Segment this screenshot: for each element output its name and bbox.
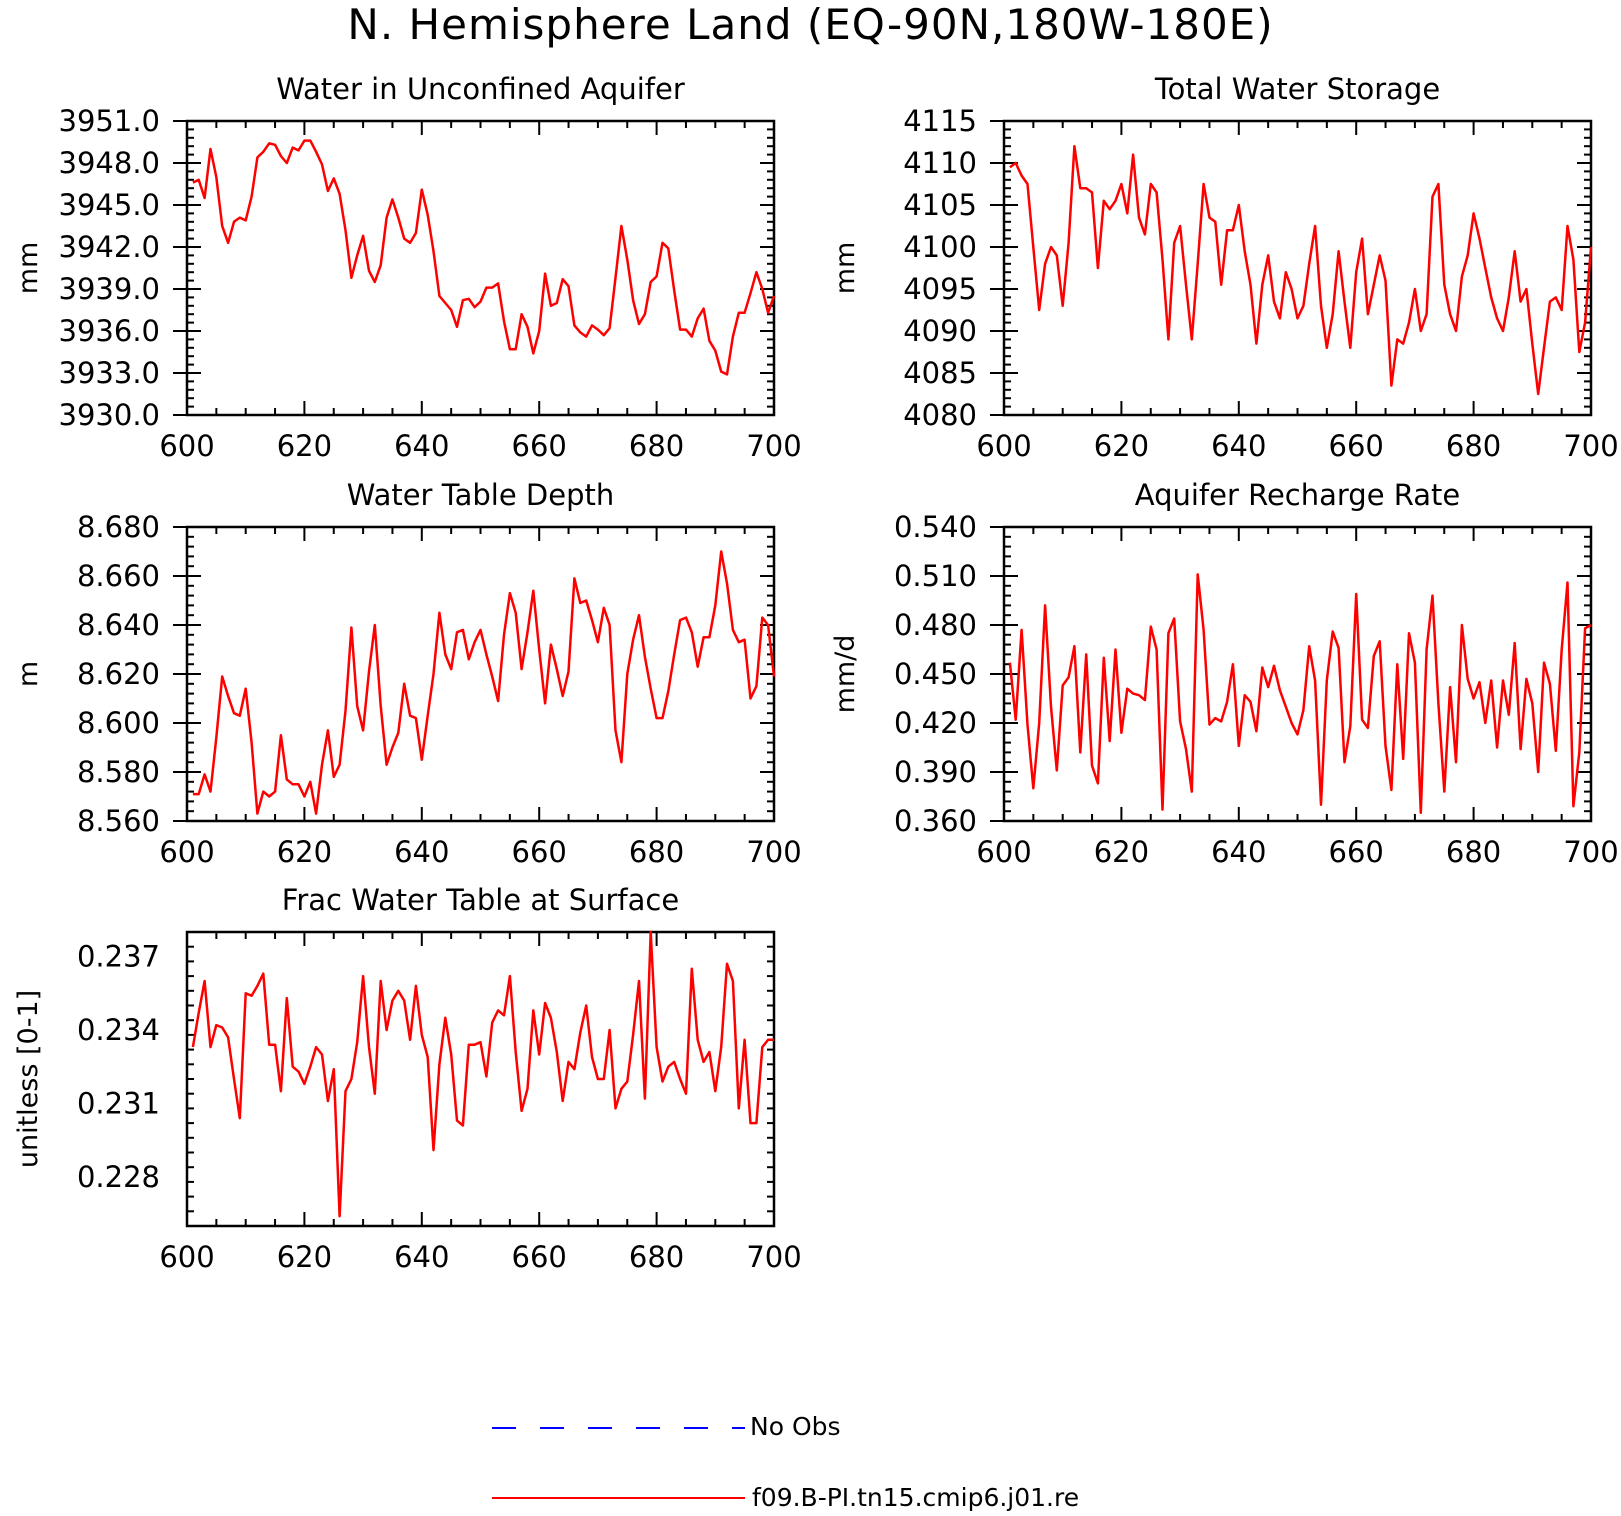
y-axis-label: mm/d <box>830 635 861 714</box>
series-line <box>192 550 776 815</box>
series-line <box>191 930 774 1218</box>
x-tick-label: 640 <box>1211 835 1266 869</box>
x-tick-label: 600 <box>159 1240 214 1274</box>
y-tick-label: 0.480 <box>894 608 977 642</box>
figure-title: N. Hemisphere Land (EQ-90N,180W-180E) <box>347 0 1274 49</box>
x-tick-label: 700 <box>746 1240 801 1274</box>
y-tick-label: 8.640 <box>77 608 160 642</box>
panel-title: Aquifer Recharge Rate <box>1135 478 1461 512</box>
y-tick-label: 4085 <box>903 356 977 390</box>
panel-3: Water Table Depth m 600 620 640 660 680 700 8.56… <box>13 478 802 869</box>
series-line <box>1008 573 1592 815</box>
y-tick-label: 8.620 <box>77 657 160 691</box>
x-tick-label: 640 <box>1211 429 1266 463</box>
y-tick-label: 3939.0 <box>59 272 160 306</box>
y-tick-label: 0.231 <box>77 1087 160 1121</box>
y-tick-label: 0.234 <box>77 1013 160 1047</box>
y-tick-label: 3930.0 <box>59 398 160 432</box>
plot-frame <box>1002 525 1593 823</box>
series-line <box>1009 144 1593 396</box>
panel-5: Frac Water Table at Surface unitless [0-1… <box>13 883 802 1274</box>
y-tick-label: 0.390 <box>894 755 977 789</box>
y-tick-label: 8.600 <box>77 706 160 740</box>
y-tick-label: 3942.0 <box>59 230 160 264</box>
y-tick-label: 4090 <box>903 314 977 348</box>
y-tick-label: 3933.0 <box>59 356 160 390</box>
x-tick-label: 680 <box>629 835 684 869</box>
y-tick-label: 3948.0 <box>59 146 160 180</box>
y-tick-label: 4105 <box>903 188 977 222</box>
y-tick-label: 4100 <box>903 230 977 264</box>
y-tick-label: 3936.0 <box>59 314 160 348</box>
y-tick-label: 0.450 <box>894 657 977 691</box>
x-tick-label: 640 <box>394 429 449 463</box>
y-tick-label: 0.420 <box>894 706 977 740</box>
x-tick-label: 620 <box>277 835 332 869</box>
legend-label-model: f09.B-PI.tn15.cmip6.j01.re <box>752 1483 1080 1512</box>
y-tick-label: 4080 <box>903 398 977 432</box>
legend-label-no-obs: No Obs <box>750 1412 841 1441</box>
x-tick-label: 700 <box>746 429 801 463</box>
y-axis-label: unitless [0-1] <box>13 990 44 1168</box>
x-tick-label: 600 <box>159 835 214 869</box>
x-tick-label: 600 <box>976 429 1031 463</box>
x-tick-label: 660 <box>512 1240 567 1274</box>
x-tick-label: 620 <box>1094 429 1149 463</box>
x-tick-label: 620 <box>277 429 332 463</box>
y-tick-label: 8.680 <box>77 510 160 544</box>
plot-frame <box>185 525 776 823</box>
y-tick-label: 3945.0 <box>59 188 160 222</box>
x-tick-label: 660 <box>1329 835 1384 869</box>
x-tick-label: 680 <box>629 1240 684 1274</box>
panel-title: Frac Water Table at Surface <box>282 883 679 917</box>
y-tick-label: 3951.0 <box>59 104 160 138</box>
panel-1: Water in Unconfined Aquifer mm 600 620 640 66… <box>13 72 802 463</box>
x-tick-label: 660 <box>512 429 567 463</box>
y-tick-label: 4115 <box>903 104 977 138</box>
panel-2: Total Water Storage mm 600 620 640 660 680 700 4… <box>830 72 1619 463</box>
x-tick-label: 640 <box>394 835 449 869</box>
y-tick-label: 8.580 <box>77 755 160 789</box>
x-tick-label: 620 <box>1094 835 1149 869</box>
x-tick-label: 700 <box>746 835 801 869</box>
plot-frame <box>1002 119 1593 417</box>
y-tick-label: 0.510 <box>894 559 977 593</box>
y-tick-label: 4095 <box>903 272 977 306</box>
x-tick-label: 660 <box>1329 429 1384 463</box>
x-tick-label: 600 <box>159 429 214 463</box>
y-tick-label: 0.360 <box>894 804 977 838</box>
y-axis-label: m <box>13 661 44 687</box>
x-tick-label: 680 <box>1446 429 1501 463</box>
x-tick-label: 600 <box>976 835 1031 869</box>
y-tick-label: 0.540 <box>894 510 977 544</box>
series-line <box>192 139 776 376</box>
plot-frame <box>185 119 776 417</box>
y-tick-label: 0.237 <box>77 940 160 974</box>
y-tick-label: 8.560 <box>77 804 160 838</box>
x-tick-label: 660 <box>512 835 567 869</box>
x-tick-label: 700 <box>1563 835 1618 869</box>
x-tick-label: 680 <box>629 429 684 463</box>
x-tick-label: 680 <box>1446 835 1501 869</box>
y-tick-label: 8.660 <box>77 559 160 593</box>
x-tick-label: 640 <box>394 1240 449 1274</box>
panel-title: Total Water Storage <box>1154 72 1440 106</box>
x-tick-label: 620 <box>277 1240 332 1274</box>
y-tick-label: 0.228 <box>77 1160 160 1194</box>
y-axis-label: mm <box>830 242 861 295</box>
y-tick-label: 4110 <box>903 146 977 180</box>
x-tick-label: 700 <box>1563 429 1618 463</box>
panel-title: Water Table Depth <box>347 478 615 512</box>
y-axis-label: mm <box>13 242 44 295</box>
panel-title: Water in Unconfined Aquifer <box>276 72 685 106</box>
panel-4: Aquifer Recharge Rate mm/d 600 620 640 660 680… <box>830 478 1619 869</box>
